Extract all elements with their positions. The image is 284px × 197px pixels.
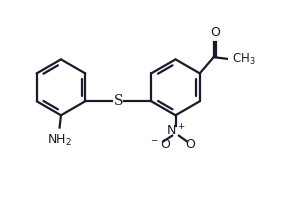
Text: CH$_3$: CH$_3$ — [232, 52, 256, 67]
Text: O: O — [185, 138, 195, 151]
Text: S: S — [114, 94, 123, 108]
Text: $^-$O: $^-$O — [149, 138, 171, 151]
Text: NH$_2$: NH$_2$ — [47, 133, 72, 148]
Text: N$^+$: N$^+$ — [166, 123, 185, 138]
Text: O: O — [210, 26, 220, 39]
